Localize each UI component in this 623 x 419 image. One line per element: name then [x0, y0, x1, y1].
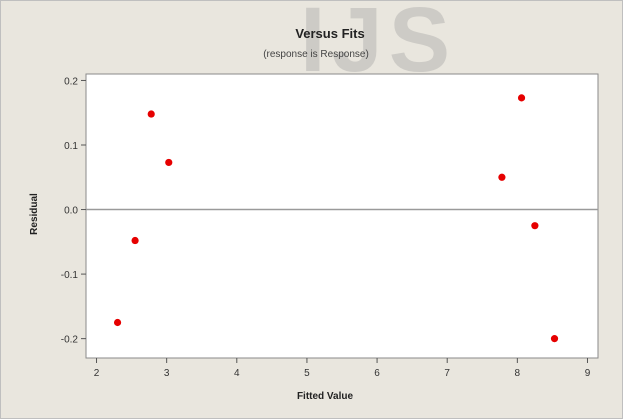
- data-point: [147, 110, 155, 118]
- x-tick-label: 9: [585, 368, 591, 379]
- y-axis: -0.2 -0.1 0.0 0.1 0.2: [61, 76, 86, 346]
- y-axis-label: Residual: [29, 193, 40, 235]
- data-point: [498, 173, 506, 181]
- x-tick-label: 8: [515, 368, 521, 379]
- data-point: [131, 236, 139, 245]
- data-points: [113, 94, 559, 343]
- y-tick-label: 0.1: [64, 141, 78, 152]
- data-point: [517, 94, 526, 102]
- chart-title: Versus Fits: [295, 26, 364, 41]
- data-point: [165, 158, 173, 167]
- y-tick-label: 0.2: [64, 76, 78, 87]
- chart-subtitle: (response is Response): [263, 49, 369, 60]
- data-point: [531, 222, 539, 230]
- plot-area: [85, 73, 599, 359]
- x-tick-label: 6: [374, 368, 380, 379]
- y-tick-label: -0.2: [61, 335, 79, 346]
- y-tick-label: -0.1: [61, 270, 79, 281]
- x-tick-label: 2: [94, 368, 100, 379]
- x-tick-label: 3: [164, 368, 170, 379]
- data-point: [550, 335, 559, 343]
- data-point: [113, 318, 122, 327]
- x-tick-label: 5: [304, 368, 310, 379]
- y-tick-label: 0.0: [64, 206, 78, 217]
- x-axis: 2 3 4 5 6 7 8 9: [94, 358, 591, 379]
- x-tick-label: 4: [234, 368, 240, 379]
- x-tick-label: 7: [444, 368, 450, 379]
- x-axis-label: Fitted Value: [297, 391, 354, 402]
